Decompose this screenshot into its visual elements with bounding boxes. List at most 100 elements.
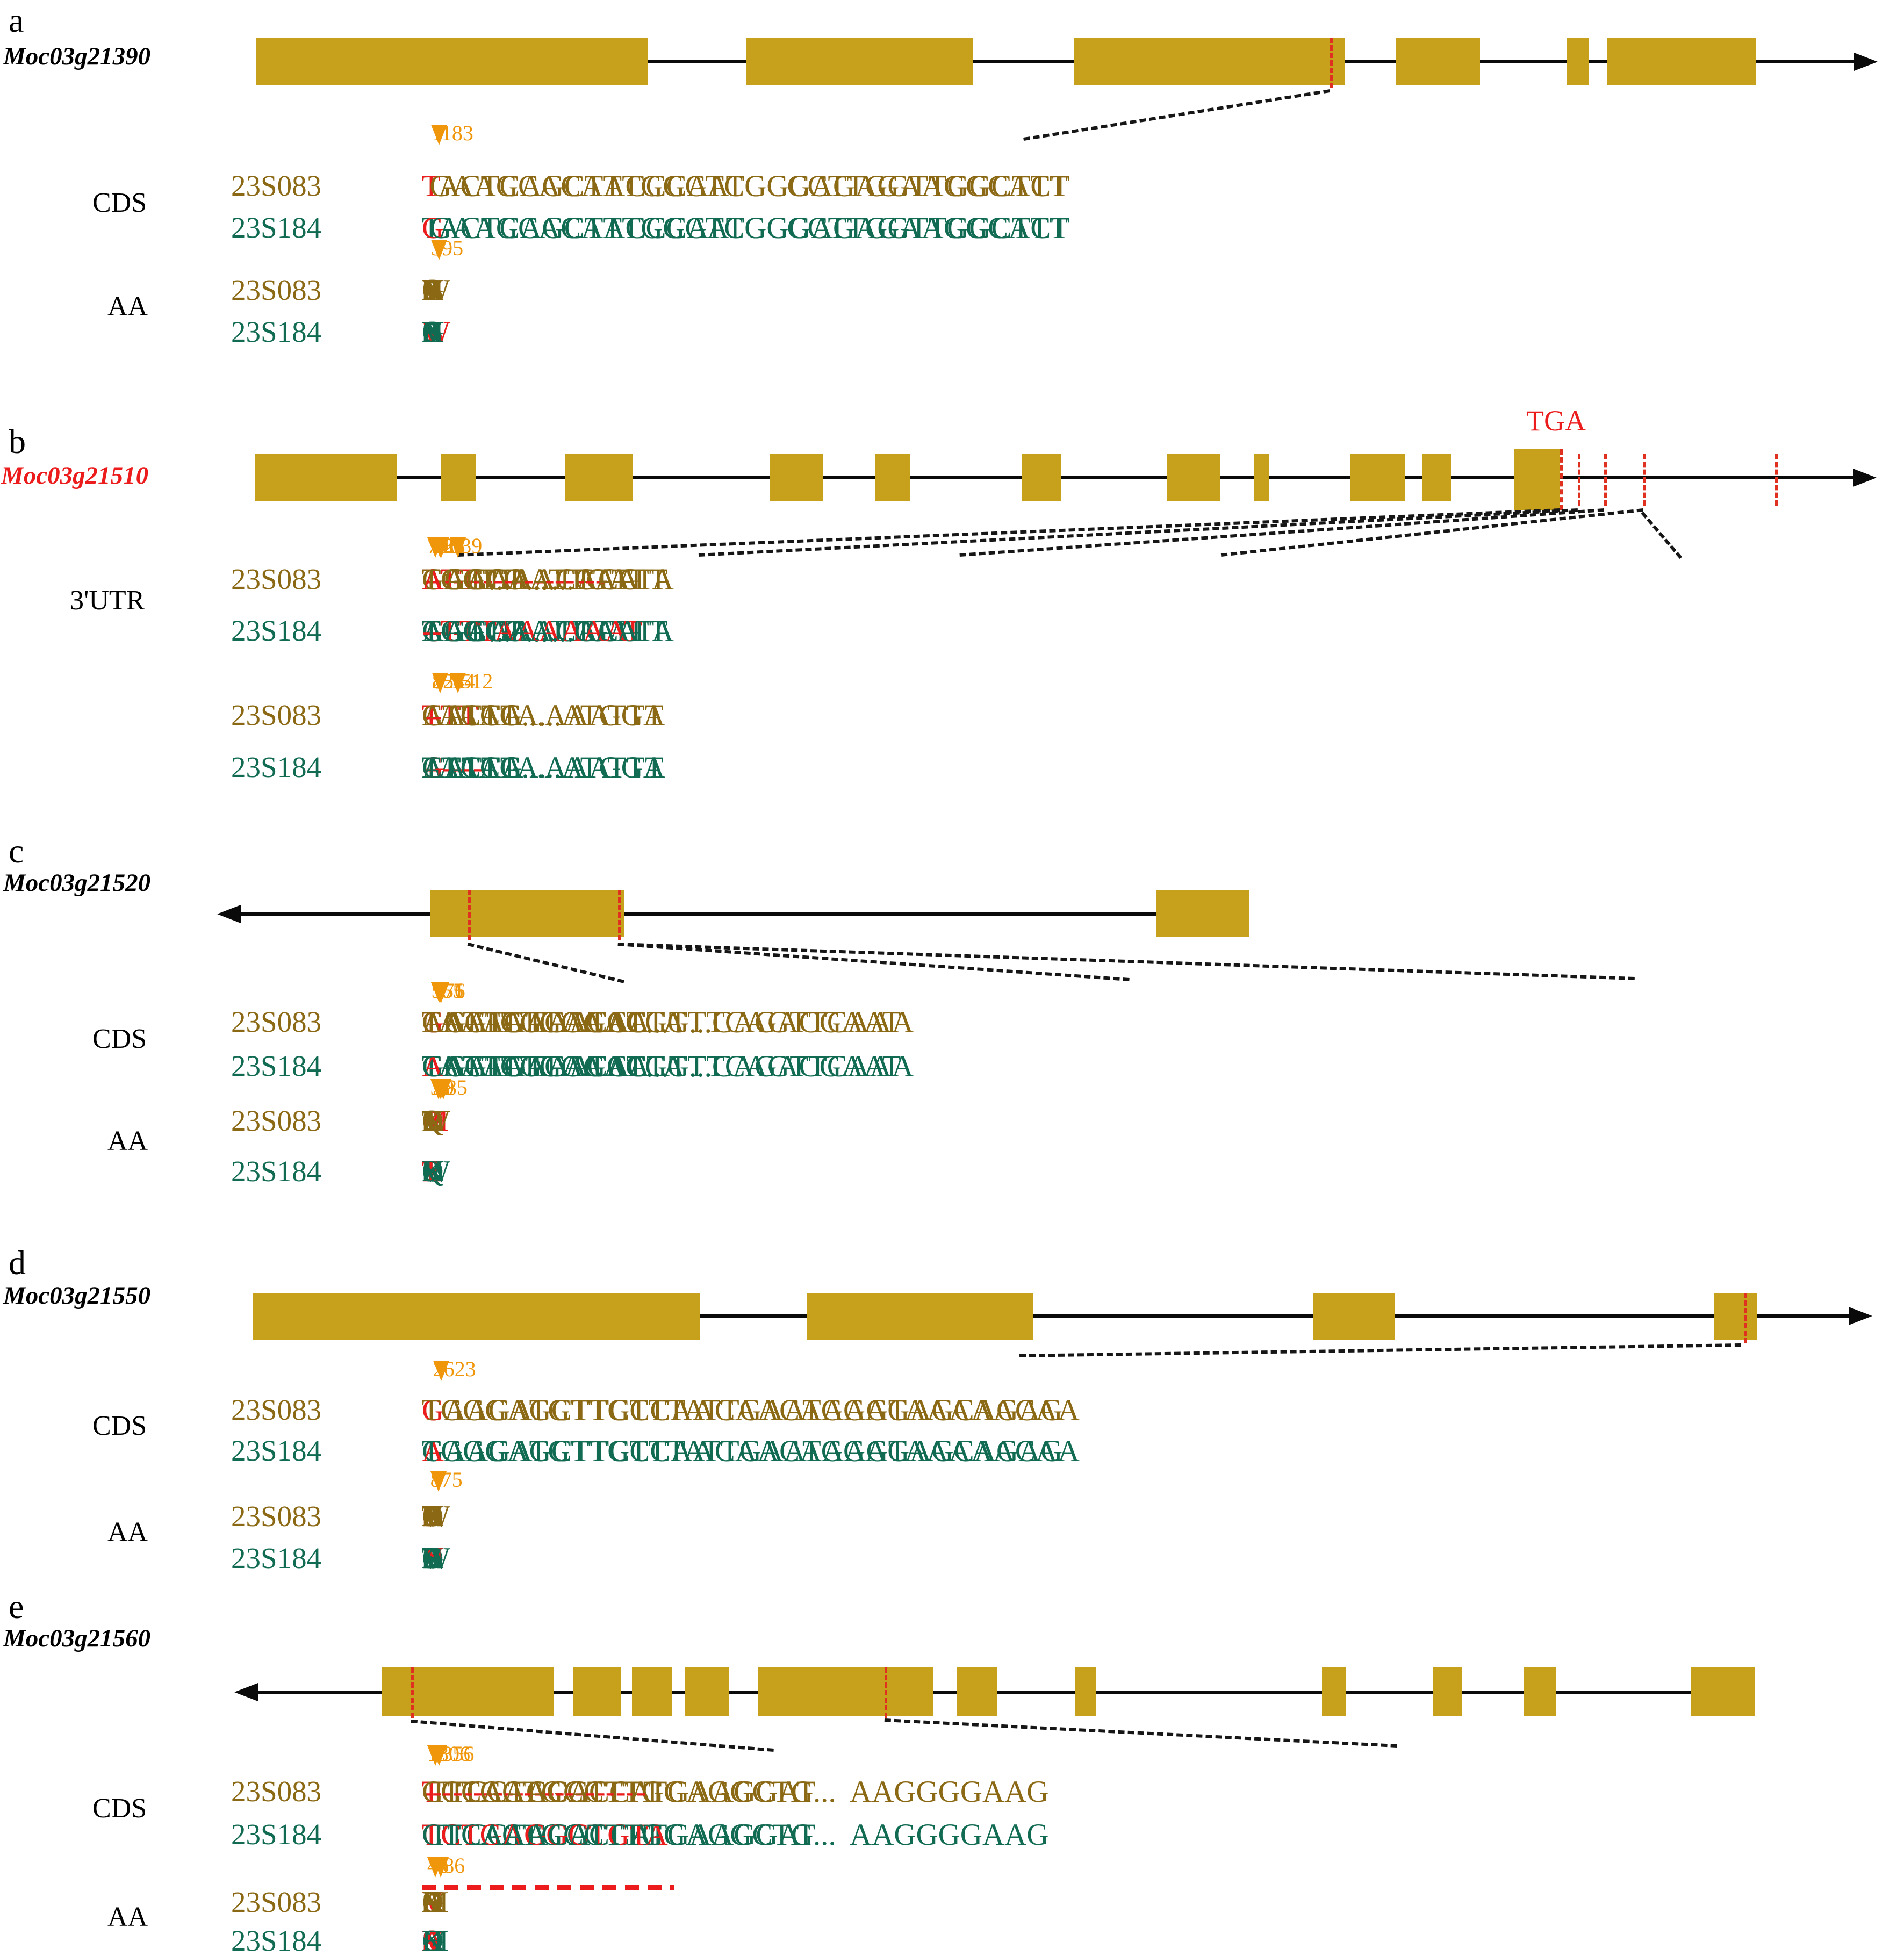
- gene-name: Moc03g21510: [1, 462, 149, 490]
- aa-residue: N: [422, 1155, 444, 1188]
- sample-label: 23S184: [231, 1818, 322, 1851]
- aa-residue: W: [422, 1104, 450, 1138]
- marker-triangle-icon: [427, 1857, 443, 1878]
- aa-residue: L: [422, 274, 441, 307]
- aa-residue: K: [422, 1500, 444, 1533]
- sequence-segment: TGGGAGCTTCTTTATTGAATGGAGAGCAGAG: [422, 1393, 1063, 1427]
- aa-residue: L: [422, 1886, 441, 1919]
- aa-deletion-dashes: [422, 1884, 674, 1890]
- marker-triangle-icon: [450, 537, 466, 558]
- variant-base: C: [422, 1005, 443, 1039]
- aa-residue: S: [422, 1886, 439, 1919]
- aa-residue: T: [422, 1155, 441, 1188]
- sequence-segment: AAAAA...TTTTTT: [422, 614, 668, 648]
- aa-residue: D: [422, 1886, 444, 1919]
- variant-red-dash: [1744, 1293, 1747, 1343]
- aa-residue: G: [422, 1924, 444, 1956]
- aa-residue: A: [422, 1542, 444, 1575]
- variant-base: ----------------------: [422, 1775, 646, 1809]
- sequence-segment: AGA...AACACG: [422, 563, 641, 596]
- aa-residue: W: [422, 1155, 450, 1188]
- aa-residue: K: [422, 1500, 444, 1533]
- aa-residue: N: [422, 1155, 444, 1188]
- exon: [253, 1293, 700, 1340]
- aa-residue: H: [422, 274, 444, 307]
- variant-base: TTT: [422, 563, 478, 596]
- exon: [255, 454, 397, 501]
- aa-residue: L: [422, 1886, 441, 1919]
- aa-residue: S: [422, 315, 439, 349]
- aa-residue: K: [422, 1886, 444, 1919]
- aa-residue: A: [422, 1886, 444, 1919]
- gene-name: Moc03g21560: [3, 1624, 151, 1652]
- sample-label: 23S184: [231, 614, 322, 647]
- aa-residue: V: [422, 1500, 444, 1533]
- variant-residue: L: [422, 1155, 441, 1188]
- variant-residue: N: [422, 1542, 444, 1575]
- sequence-segment: AATTCTGAGAATA: [422, 1049, 685, 1083]
- aa-residue: S: [422, 274, 439, 307]
- aa-residue: L: [422, 315, 441, 349]
- aa-residue: N: [422, 1500, 444, 1533]
- variant-base: T: [422, 169, 441, 203]
- variant-base: A: [422, 751, 444, 785]
- strand-arrowhead-icon: [234, 1683, 258, 1701]
- sample-label: 23S184: [231, 1155, 322, 1188]
- sequence-segment: GAAGATGTTGCCAACAACAAAGTAAAAACAA: [422, 1393, 1080, 1427]
- exon: [1350, 454, 1405, 501]
- gene-name: Moc03g21520: [3, 869, 151, 897]
- variant-base: G: [422, 1049, 444, 1083]
- variant-residue: T: [422, 1155, 441, 1188]
- aa-residue: K: [422, 1924, 444, 1956]
- exon: [1254, 454, 1269, 501]
- aa-residue: L: [422, 274, 441, 307]
- intron-line: [253, 1314, 1849, 1318]
- variant-base: --: [422, 699, 442, 732]
- aa-residue: P: [422, 274, 439, 307]
- variant-base: --: [422, 699, 442, 732]
- aa-residue: N: [422, 1542, 444, 1575]
- aa-residue: A: [422, 274, 444, 307]
- exon: [573, 1667, 621, 1716]
- aa-residue: H: [422, 315, 444, 349]
- sequence-segment: TAAATGTCAAC...TTTCAGTTCAAA: [422, 1005, 914, 1039]
- aa-residue: E: [422, 1500, 441, 1533]
- exon: [1167, 454, 1220, 501]
- aa-residue: K: [422, 1924, 444, 1956]
- aa-residue: R: [422, 274, 442, 307]
- aa-residue: L: [422, 1924, 441, 1956]
- aa-residue: D: [422, 1104, 444, 1138]
- strand-arrowhead-icon: [1853, 469, 1877, 487]
- aa-residue: A: [422, 1542, 444, 1575]
- exon: [685, 1667, 729, 1716]
- aa-residue: N: [422, 1500, 444, 1533]
- aa-residue: V: [422, 1155, 444, 1188]
- exon: [957, 1667, 997, 1716]
- aa-residue: Y: [422, 315, 444, 349]
- block-label: CDS: [92, 188, 147, 218]
- aa-residue: K: [422, 1155, 444, 1188]
- aa-residue: G: [422, 274, 444, 307]
- pointer-line: [467, 943, 624, 983]
- sequence-segment: GAAGCACAACCCATCGCCCTTGGTTGGCTTT: [422, 211, 1068, 245]
- aa-residue: A: [422, 1924, 444, 1956]
- variant-residue: V: [422, 1104, 444, 1138]
- variant-residue: V: [422, 1886, 444, 1919]
- aa-residue: F: [422, 1542, 439, 1575]
- aa-residue: K: [422, 1924, 444, 1956]
- aa-residue: F: [422, 315, 439, 349]
- aa-residue: V: [422, 1104, 444, 1138]
- exon: [1156, 890, 1249, 937]
- aa-residue: S: [422, 315, 439, 349]
- aa-residue: R: [422, 315, 442, 349]
- aa-residue: G: [422, 274, 444, 307]
- aa-residue: K: [422, 1104, 444, 1138]
- aa-residue: G: [422, 1886, 444, 1919]
- aa-residue: A: [422, 315, 444, 349]
- aa-residue: T: [422, 1542, 441, 1575]
- strand-arrowhead-icon: [1849, 1307, 1872, 1325]
- variant-residue: S: [422, 1924, 439, 1956]
- variant-residue: W: [422, 315, 450, 349]
- exon: [1514, 449, 1560, 510]
